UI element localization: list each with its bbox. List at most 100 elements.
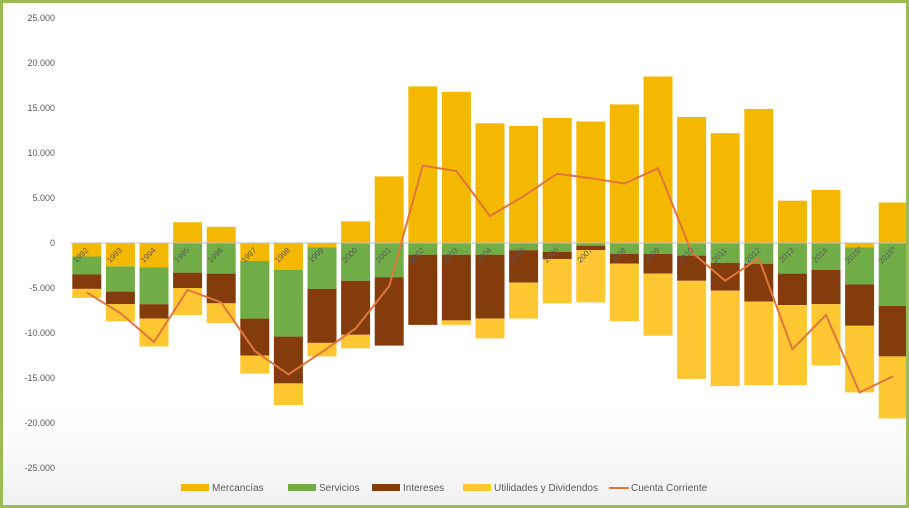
bar-mercancias <box>374 176 404 243</box>
bar-servicios <box>408 243 438 255</box>
bar-utilidades-y-dividendos <box>173 288 203 315</box>
bar-intereses <box>609 253 639 264</box>
bar-intereses <box>475 254 505 319</box>
bar-intereses <box>744 263 774 302</box>
bar-intereses <box>542 252 572 260</box>
bar-servicios <box>273 270 303 337</box>
bar-mercancias <box>845 243 875 248</box>
y-tick-label: -25.000 <box>24 463 55 473</box>
bar-utilidades-y-dividendos <box>576 250 606 303</box>
bar-servicios <box>811 243 841 270</box>
bar-utilidades-y-dividendos <box>609 263 639 322</box>
bar-intereses <box>307 288 337 343</box>
bar-mercancias <box>273 243 303 270</box>
y-axis: 25.000 20.000 15.000 10.000 5.000 0 -5.000 -10.… <box>24 13 55 473</box>
bar-mercancias <box>609 104 639 244</box>
legend-swatch <box>181 484 209 491</box>
chart: 25.000 20.000 15.000 10.000 5.000 0 -5.000 -10.… <box>3 13 906 505</box>
bar-utilidades-y-dividendos <box>744 301 774 386</box>
bar-utilidades-y-dividendos <box>441 320 471 325</box>
bar-intereses <box>878 306 906 357</box>
y-tick-label: 10.000 <box>27 148 55 158</box>
bar-mercancias <box>72 243 102 257</box>
y-tick-label: -15.000 <box>24 373 55 383</box>
y-tick-label: -10.000 <box>24 328 55 338</box>
bar-intereses <box>777 273 807 306</box>
bar-intereses <box>374 277 404 346</box>
line-cuenta-corriente <box>86 164 894 394</box>
bar-utilidades-y-dividendos <box>878 356 906 419</box>
bar-intereses <box>273 336 303 384</box>
bar-servicios <box>139 267 169 305</box>
bar-intereses <box>341 280 371 335</box>
bar-intereses <box>105 291 135 305</box>
bar-utilidades-y-dividendos <box>475 318 505 339</box>
bar-utilidades-y-dividendos <box>542 259 572 304</box>
y-tick-label: -5.000 <box>29 283 55 293</box>
bar-servicios <box>777 243 807 274</box>
bar-utilidades-y-dividendos <box>845 325 875 393</box>
legend-swatch <box>463 484 491 491</box>
bar-mercancias <box>441 91 471 243</box>
legend-label: Servicios <box>319 483 360 494</box>
bar-mercancias <box>744 108 774 244</box>
bar-servicios <box>609 243 639 254</box>
bar-utilidades-y-dividendos <box>677 280 707 379</box>
bar-servicios <box>576 243 606 246</box>
bar-intereses <box>643 253 673 274</box>
bar-servicios <box>72 256 102 275</box>
bar-servicios <box>441 243 471 255</box>
bar-mercancias <box>105 243 135 267</box>
bar-servicios <box>206 243 236 274</box>
bar-mercancias <box>811 189 841 243</box>
bar-mercancias <box>878 202 906 243</box>
legend-label: Cuenta Corriente <box>631 483 708 494</box>
bar-intereses <box>72 274 102 289</box>
bottom-fog <box>3 383 906 505</box>
bar-servicios <box>710 243 740 263</box>
y-tick-label: -20.000 <box>24 418 55 428</box>
bar-servicios <box>173 243 203 273</box>
bar-servicios <box>307 247 337 289</box>
line-layer <box>86 164 894 394</box>
bar-intereses <box>441 254 471 321</box>
bar-intereses <box>811 270 841 305</box>
bar-servicios <box>240 261 270 319</box>
bar-utilidades-y-dividendos <box>341 334 371 349</box>
bar-mercancias <box>341 221 371 243</box>
bar-utilidades-y-dividendos <box>273 383 303 405</box>
bar-mercancias <box>576 121 606 243</box>
bar-utilidades-y-dividendos <box>811 304 841 366</box>
bar-servicios <box>744 243 774 264</box>
bar-servicios <box>509 243 539 251</box>
bar-mercancias <box>509 126 539 243</box>
bar-intereses <box>509 250 539 283</box>
bar-mercancias <box>240 243 270 261</box>
y-tick-label: 25.000 <box>27 13 55 23</box>
bar-mercancias <box>710 133 740 243</box>
bar-utilidades-y-dividendos <box>509 282 539 319</box>
bar-intereses <box>173 272 203 288</box>
legend-label: Intereses <box>403 483 444 494</box>
bar-mercancias <box>173 222 203 243</box>
legend-label: Mercancías <box>212 483 264 494</box>
bar-servicios <box>105 266 135 292</box>
bar-servicios <box>845 247 875 285</box>
bars <box>72 76 906 419</box>
legend: Mercancías Servicios Intereses Utilidades y… <box>181 483 708 494</box>
bar-mercancias <box>777 200 807 243</box>
bar-utilidades-y-dividendos <box>710 290 740 387</box>
bar-mercancias <box>643 76 673 243</box>
bar-servicios <box>643 243 673 254</box>
bar-mercancias <box>677 117 707 243</box>
y-tick-label: 0 <box>50 238 55 248</box>
bar-mercancias <box>139 243 169 268</box>
bar-servicios <box>542 243 572 252</box>
bar-servicios <box>878 243 906 306</box>
bar-utilidades-y-dividendos <box>240 355 270 374</box>
bar-intereses <box>845 284 875 326</box>
bar-utilidades-y-dividendos <box>777 305 807 386</box>
legend-label: Utilidades y Dividendos <box>494 483 598 494</box>
bar-servicios <box>475 243 505 255</box>
legend-swatch <box>288 484 316 491</box>
